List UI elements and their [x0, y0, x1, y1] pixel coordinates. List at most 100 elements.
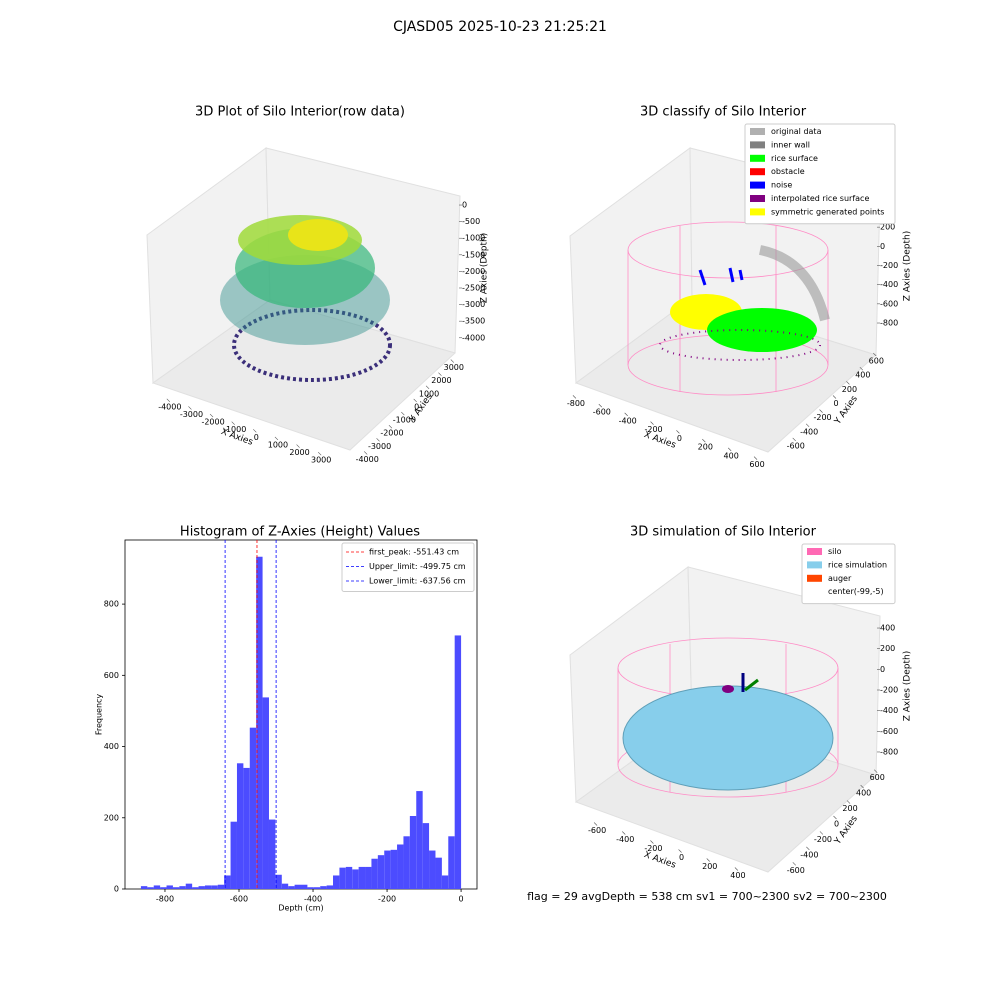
- bar: [441, 875, 449, 889]
- bar: [243, 767, 250, 889]
- x-tick-label: -600: [593, 408, 611, 417]
- x-tick: [676, 430, 680, 434]
- x-tick: [622, 831, 626, 835]
- y-tick-label: 600: [869, 357, 884, 366]
- legend-label: interpolated rice surface: [771, 194, 869, 203]
- point-cloud-2: [627, 221, 830, 396]
- y-tick: [874, 769, 878, 773]
- x-tick: [274, 436, 279, 441]
- z-tick-label: -2500: [462, 283, 485, 292]
- z-tick-label: -200: [880, 261, 898, 270]
- y-tick-label: 800: [104, 600, 119, 609]
- y-tick-label: 400: [104, 742, 119, 751]
- y-tick-label: 2000: [431, 376, 451, 385]
- legend-label: obstacle: [771, 167, 805, 176]
- x-tick: [593, 822, 598, 826]
- y-tick-label: -600: [787, 441, 805, 450]
- x-tick-label: -4000: [158, 402, 181, 411]
- y-tick-label: -2000: [380, 429, 403, 438]
- z-tick-label: -200: [880, 686, 898, 695]
- z-axis-label: Z Axies (Depth): [903, 651, 913, 722]
- bar: [179, 886, 186, 889]
- legend-swatch: [750, 128, 765, 135]
- y-tick-label: 600: [104, 671, 119, 680]
- x-tick: [702, 438, 706, 443]
- y-tick-label: -400: [800, 850, 818, 859]
- y-tick-label: 400: [856, 789, 871, 798]
- y-tick: [792, 437, 796, 442]
- x-tick-label: -600: [588, 826, 606, 835]
- bar: [236, 763, 244, 889]
- x-tick-label: 1000: [268, 440, 288, 449]
- x-tick: [598, 403, 603, 408]
- legend-label: rice simulation: [828, 560, 887, 569]
- x-tick: [650, 421, 654, 425]
- y-axis-label: Frequency: [95, 694, 104, 736]
- z-tick-label: 200: [880, 223, 895, 232]
- bar: [249, 727, 257, 889]
- bar: [371, 858, 378, 889]
- y-tick-label: -3000: [368, 442, 391, 451]
- y-tick: [819, 409, 823, 413]
- x-tick: [317, 451, 322, 456]
- bar: [390, 849, 398, 889]
- y-tick-label: -4000: [356, 455, 379, 464]
- x-tick-label: -800: [156, 895, 174, 904]
- legend-swatch: [807, 548, 822, 555]
- y-tick: [805, 423, 810, 427]
- bar: [403, 836, 410, 889]
- y-tick-label: 1000: [419, 389, 439, 398]
- bar: [409, 815, 417, 889]
- x-tick-label: -200: [378, 895, 396, 904]
- bar: [307, 887, 314, 889]
- z-tick-label: -2000: [462, 267, 485, 276]
- x-tick-label: -600: [230, 895, 248, 904]
- z-tick-label: -400: [880, 280, 898, 289]
- legend-label: auger: [828, 574, 852, 583]
- x-tick: [166, 398, 171, 403]
- bar: [320, 886, 327, 889]
- x-tick-label: 200: [702, 862, 717, 871]
- x-tick: [231, 421, 235, 425]
- z-tick-label: 400: [880, 624, 895, 633]
- z-tick-label: -3000: [462, 300, 485, 309]
- z-tick-label: 0: [462, 201, 467, 210]
- x-tick-label: -400: [304, 895, 322, 904]
- bar: [275, 874, 282, 889]
- y-tick-label: 200: [104, 813, 119, 822]
- y-tick: [873, 352, 877, 357]
- legend-label: first_peak: -551.43 cm: [369, 548, 459, 557]
- x-tick: [678, 849, 682, 853]
- y-tick: [860, 784, 864, 789]
- x-tick-label: -200: [644, 844, 662, 853]
- y-tick-label: -1000: [393, 416, 416, 425]
- z-tick-label: -4000: [462, 333, 485, 342]
- bar: [326, 885, 334, 889]
- x-tick: [209, 413, 214, 418]
- legend-box: [801, 543, 896, 605]
- y-tick: [438, 372, 442, 376]
- legend-label: inner wall: [771, 140, 810, 149]
- legend-swatch: [807, 561, 822, 569]
- y-tick-label: -200: [813, 413, 831, 422]
- bar: [416, 791, 423, 889]
- x-tick: [624, 412, 628, 417]
- bar: [345, 866, 353, 889]
- y-tick-label: -200: [814, 835, 832, 844]
- legend-box: [744, 123, 896, 225]
- bar: [198, 886, 205, 889]
- bar: [147, 887, 154, 889]
- x-tick-label: 600: [749, 460, 764, 469]
- z-axis-label: Z Axies (Depth): [903, 231, 913, 302]
- y-tick: [846, 800, 851, 804]
- x-tick-label: 2000: [289, 448, 309, 457]
- y-tick-label: 0: [414, 402, 419, 411]
- x-tick-label: -400: [616, 835, 634, 844]
- point-cloud-1: [220, 215, 392, 382]
- x-tick-label: -3000: [180, 410, 203, 419]
- panel-title: 3D classify of Silo Interior: [640, 105, 807, 120]
- panel-title: Histogram of Z-Axies (Height) Values: [180, 525, 420, 540]
- y-tick: [401, 411, 405, 416]
- legend-swatch: [807, 588, 822, 596]
- suptitle: CJASD05 2025-10-23 21:25:21: [393, 19, 607, 35]
